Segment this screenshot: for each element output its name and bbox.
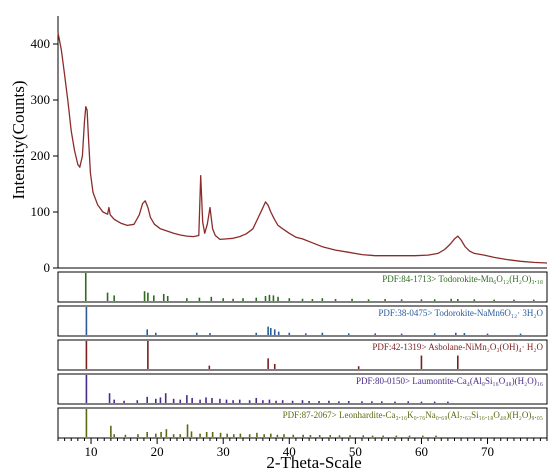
reference-panel-border xyxy=(57,271,548,303)
reference-panel-border xyxy=(57,339,548,371)
x-tick-label: 60 xyxy=(415,444,428,459)
x-tick-label: 70 xyxy=(481,444,494,459)
reference-label: PDF:42-1319> Asbolane-NiMn₂O₃(OH)₄· H₂O xyxy=(372,342,543,352)
reference-panel-2: PDF:42-1319> Asbolane-NiMn₂O₃(OH)₄· H₂O xyxy=(57,339,548,371)
x-tick-label: 20 xyxy=(151,444,164,459)
y-tick-label: 200 xyxy=(31,148,51,163)
y-axis-title: Intensity(Counts) xyxy=(9,81,28,200)
reference-panel-border xyxy=(57,373,548,405)
y-tick-label: 100 xyxy=(31,204,51,219)
y-tick-label: 0 xyxy=(44,260,51,275)
reference-panel-border xyxy=(57,407,548,439)
reference-panel-4: PDF:87-2067> Leonhardite-Ca₃.₁₆K₀.₇₆Na₀.… xyxy=(57,407,548,439)
x-tick-label: 30 xyxy=(217,444,230,459)
reference-panel-3: PDF:80-0150> Laumontite-Ca₄(Al₈Si₁₆O₄₈)(… xyxy=(57,373,548,405)
main-plot-frame xyxy=(57,16,547,269)
x-tick-label: 10 xyxy=(85,444,98,459)
series-line-0 xyxy=(57,32,548,264)
reference-label: PDF:38-0475> Todorokite-NaMn6O₁₂· 3H₂O xyxy=(378,308,543,318)
reference-label: PDF:84-1713> Todorokite-Mn₆O₁₂(H₂O)₃.₁₈ xyxy=(382,274,543,284)
reference-label: PDF:80-0150> Laumontite-Ca₄(Al₈Si₁₆O₄₈)(… xyxy=(356,376,543,386)
x-axis-title: 2-Theta-Scale xyxy=(266,453,361,472)
main-plot: 0 100 200 300 400 xyxy=(31,32,548,275)
y-tick-label: 400 xyxy=(31,36,51,51)
y-tick-label: 300 xyxy=(31,92,51,107)
reference-panels: PDF:84-1713> Todorokite-Mn₆O₁₂(H₂O)₃.₁₈ P… xyxy=(57,271,548,439)
x-tick-label: 50 xyxy=(349,444,362,459)
reference-panel-1: PDF:38-0475> Todorokite-NaMn6O₁₂· 3H₂O xyxy=(57,305,548,337)
x-axis: 10 20 30 40 50 60 70 xyxy=(57,437,548,459)
reference-label: PDF:87-2067> Leonhardite-Ca₃.₁₆K₀.₇₆Na₀.… xyxy=(283,410,543,420)
reference-panel-border xyxy=(57,305,548,337)
reference-panel-0: PDF:84-1713> Todorokite-Mn₆O₁₂(H₂O)₃.₁₈ xyxy=(57,271,548,303)
x-tick-label: 40 xyxy=(283,444,296,459)
